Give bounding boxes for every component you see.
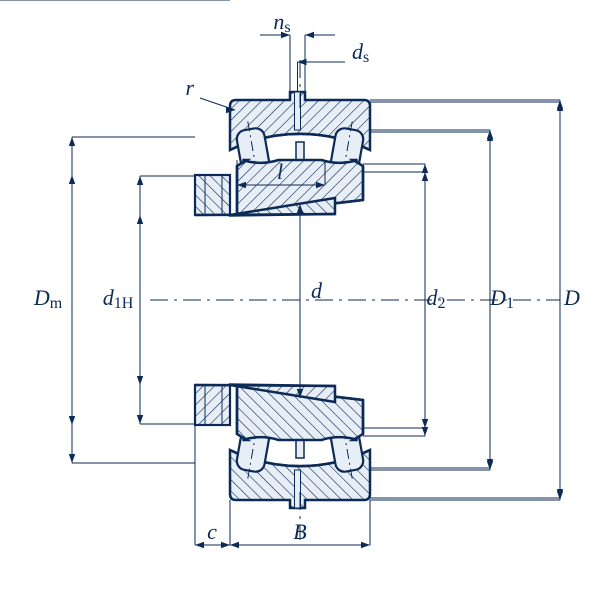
dim-label-sub: 1H	[114, 295, 134, 312]
dim-label-d: d	[311, 278, 323, 303]
dim-label-n_s: ns	[273, 9, 290, 36]
dim-label-main: l	[277, 159, 283, 184]
dim-label-r: r	[185, 75, 194, 100]
dim-label-d1H: d1H	[103, 285, 134, 312]
dim-label-main: B	[293, 519, 306, 544]
dim-label-main: c	[207, 519, 217, 544]
dim-label-D1: D1	[489, 285, 514, 312]
dim-label-d2: d2	[427, 285, 446, 312]
dim-label-sub: s	[284, 19, 290, 36]
dim-label-sub: m	[50, 295, 63, 312]
dim-label-main: r	[185, 75, 194, 100]
dim-label-main: d	[311, 278, 323, 303]
dim-label-l: l	[277, 159, 283, 184]
dim-label-B: B	[293, 519, 306, 544]
dim-label-main: D	[33, 285, 50, 310]
dim-label-d_s: ds	[352, 39, 369, 66]
dim-label-main: n	[273, 9, 284, 34]
dim-label-main: D	[489, 285, 506, 310]
dim-label-sub: s	[363, 49, 369, 66]
dim-label-Dm: Dm	[33, 285, 63, 312]
dim-label-sub: 2	[438, 295, 446, 312]
dim-label-sub: 1	[506, 295, 514, 312]
dim-label-main: D	[563, 285, 580, 310]
dim-label-D: D	[563, 285, 580, 310]
dim-label-c: c	[207, 519, 217, 544]
